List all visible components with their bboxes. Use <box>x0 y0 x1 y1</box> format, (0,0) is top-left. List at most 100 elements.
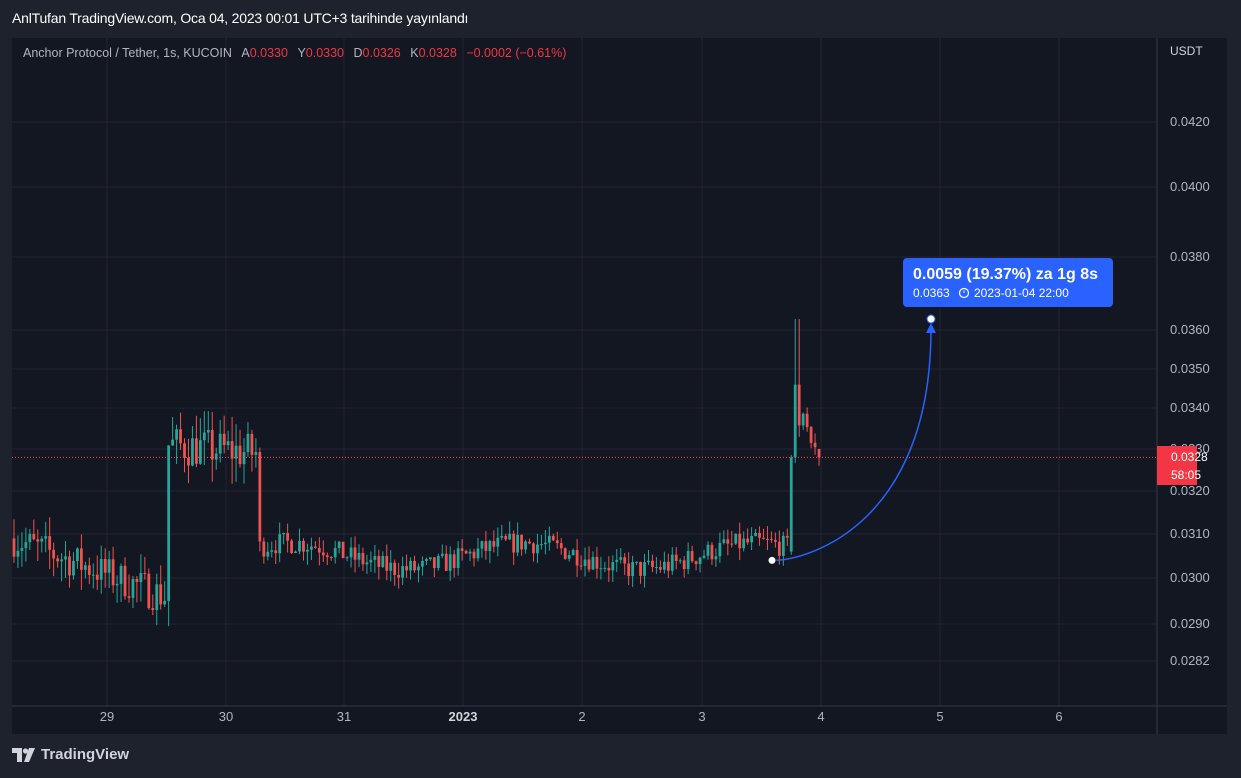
candle-body <box>155 584 159 610</box>
time-tick: 3 <box>698 709 705 724</box>
price-tick: 0.0300 <box>1170 570 1210 585</box>
candle-body <box>409 560 412 571</box>
legend-close-value: 0.0328 <box>418 46 457 60</box>
candle-body <box>119 565 123 584</box>
candle-body <box>432 557 436 568</box>
candle-body <box>198 440 202 464</box>
price-tick: 0.0282 <box>1170 653 1210 668</box>
candle-body <box>210 429 214 460</box>
candle-body <box>444 553 448 571</box>
candle-body <box>777 541 781 556</box>
candle-body <box>571 550 575 555</box>
candle-body <box>551 535 555 541</box>
candle-body <box>512 533 516 553</box>
time-tick: 31 <box>337 709 351 724</box>
candle-body <box>95 574 99 580</box>
candle-body <box>464 550 468 554</box>
candle-body <box>706 544 710 556</box>
candle-body <box>817 449 821 458</box>
price-axis: 0.0420 0.0400 0.0380 0.0360 0.0350 0.0340 0.03… <box>1170 114 1210 668</box>
candle-body <box>456 548 460 568</box>
measure-label-price: 0.0363 <box>913 286 950 300</box>
candle-body <box>56 558 59 562</box>
candle-body <box>218 433 222 454</box>
published-info: AnlTufan TradingView.com, Oca 04, 2023 0… <box>12 10 469 26</box>
candle-body <box>639 561 642 576</box>
candle-body <box>286 532 290 541</box>
measure-label[interactable]: 0.0059 (19.37%) za 1g 8s 0.0363 2023-01-… <box>903 258 1113 307</box>
candle-body <box>302 540 305 552</box>
price-tick: 0.0350 <box>1170 361 1210 376</box>
candle-body <box>678 560 682 562</box>
candle-body <box>139 573 143 583</box>
time-tick: 2 <box>578 709 585 724</box>
candle-body <box>191 438 194 466</box>
candle-body <box>274 550 278 554</box>
candle-body <box>567 554 571 559</box>
candle-body <box>460 548 464 551</box>
candle-body <box>325 555 329 558</box>
candle-body <box>353 547 357 560</box>
candle-body <box>278 534 282 554</box>
legend-close-label: K <box>410 46 419 60</box>
candle-body <box>690 551 694 562</box>
candle-body <box>428 557 432 560</box>
candle-body <box>258 452 262 542</box>
candle-body <box>476 548 480 559</box>
candle-body <box>500 535 504 538</box>
candle-body <box>591 556 595 570</box>
candle-body <box>290 540 293 553</box>
legend-low-value: 0.0326 <box>362 46 401 60</box>
header: AnlTufan TradingView.com, Oca 04, 2023 0… <box>0 0 1241 38</box>
candle-body <box>131 579 135 598</box>
candle-body <box>532 543 535 554</box>
chart-area[interactable] <box>12 38 1227 734</box>
candle-body <box>555 540 559 544</box>
candle-body <box>270 550 274 552</box>
candle-body <box>785 535 789 538</box>
candle-body <box>627 563 631 577</box>
candle-body <box>417 566 420 571</box>
candle-body <box>659 566 662 570</box>
price-tick: 0.0420 <box>1170 114 1210 129</box>
candle-body <box>540 544 543 546</box>
candle-body <box>651 560 654 568</box>
time-tick: 6 <box>1055 709 1062 724</box>
candle-body <box>377 556 381 567</box>
candle-body <box>619 557 623 560</box>
candle-body <box>135 579 139 583</box>
candle-body <box>746 538 750 543</box>
last-price-badge: 0.0328 58:05 <box>1157 446 1208 485</box>
candle-body <box>452 554 456 568</box>
legend-high-value: 0.0330 <box>305 46 345 60</box>
measure-label-box <box>903 258 1113 307</box>
candle-body <box>774 540 777 542</box>
candle-body <box>163 600 167 605</box>
candle-body <box>543 542 547 545</box>
candle-body <box>789 457 793 552</box>
footer-brand: TradingView <box>41 746 130 763</box>
candle-body <box>421 560 424 567</box>
tradingview-logo-icon <box>12 747 35 762</box>
candle-body <box>722 539 726 543</box>
grid <box>12 38 1227 734</box>
candle-body <box>520 534 523 550</box>
candle-body <box>662 561 666 570</box>
candle-body <box>813 442 817 448</box>
time-tick: 2023 <box>449 709 478 724</box>
candle-body <box>262 541 266 557</box>
candle-body <box>242 451 246 465</box>
candle-body <box>528 541 531 544</box>
candle-body <box>369 559 373 563</box>
candle-body <box>579 565 583 567</box>
candle-body <box>682 560 686 570</box>
footer[interactable]: TradingView <box>12 746 129 763</box>
candle-body <box>623 557 627 564</box>
last-price-value: 0.0328 <box>1171 450 1208 464</box>
candle-body <box>83 565 87 570</box>
candle-body <box>175 429 178 440</box>
candle-body <box>710 544 714 560</box>
candle-body <box>151 608 155 610</box>
candle-body <box>480 541 484 549</box>
